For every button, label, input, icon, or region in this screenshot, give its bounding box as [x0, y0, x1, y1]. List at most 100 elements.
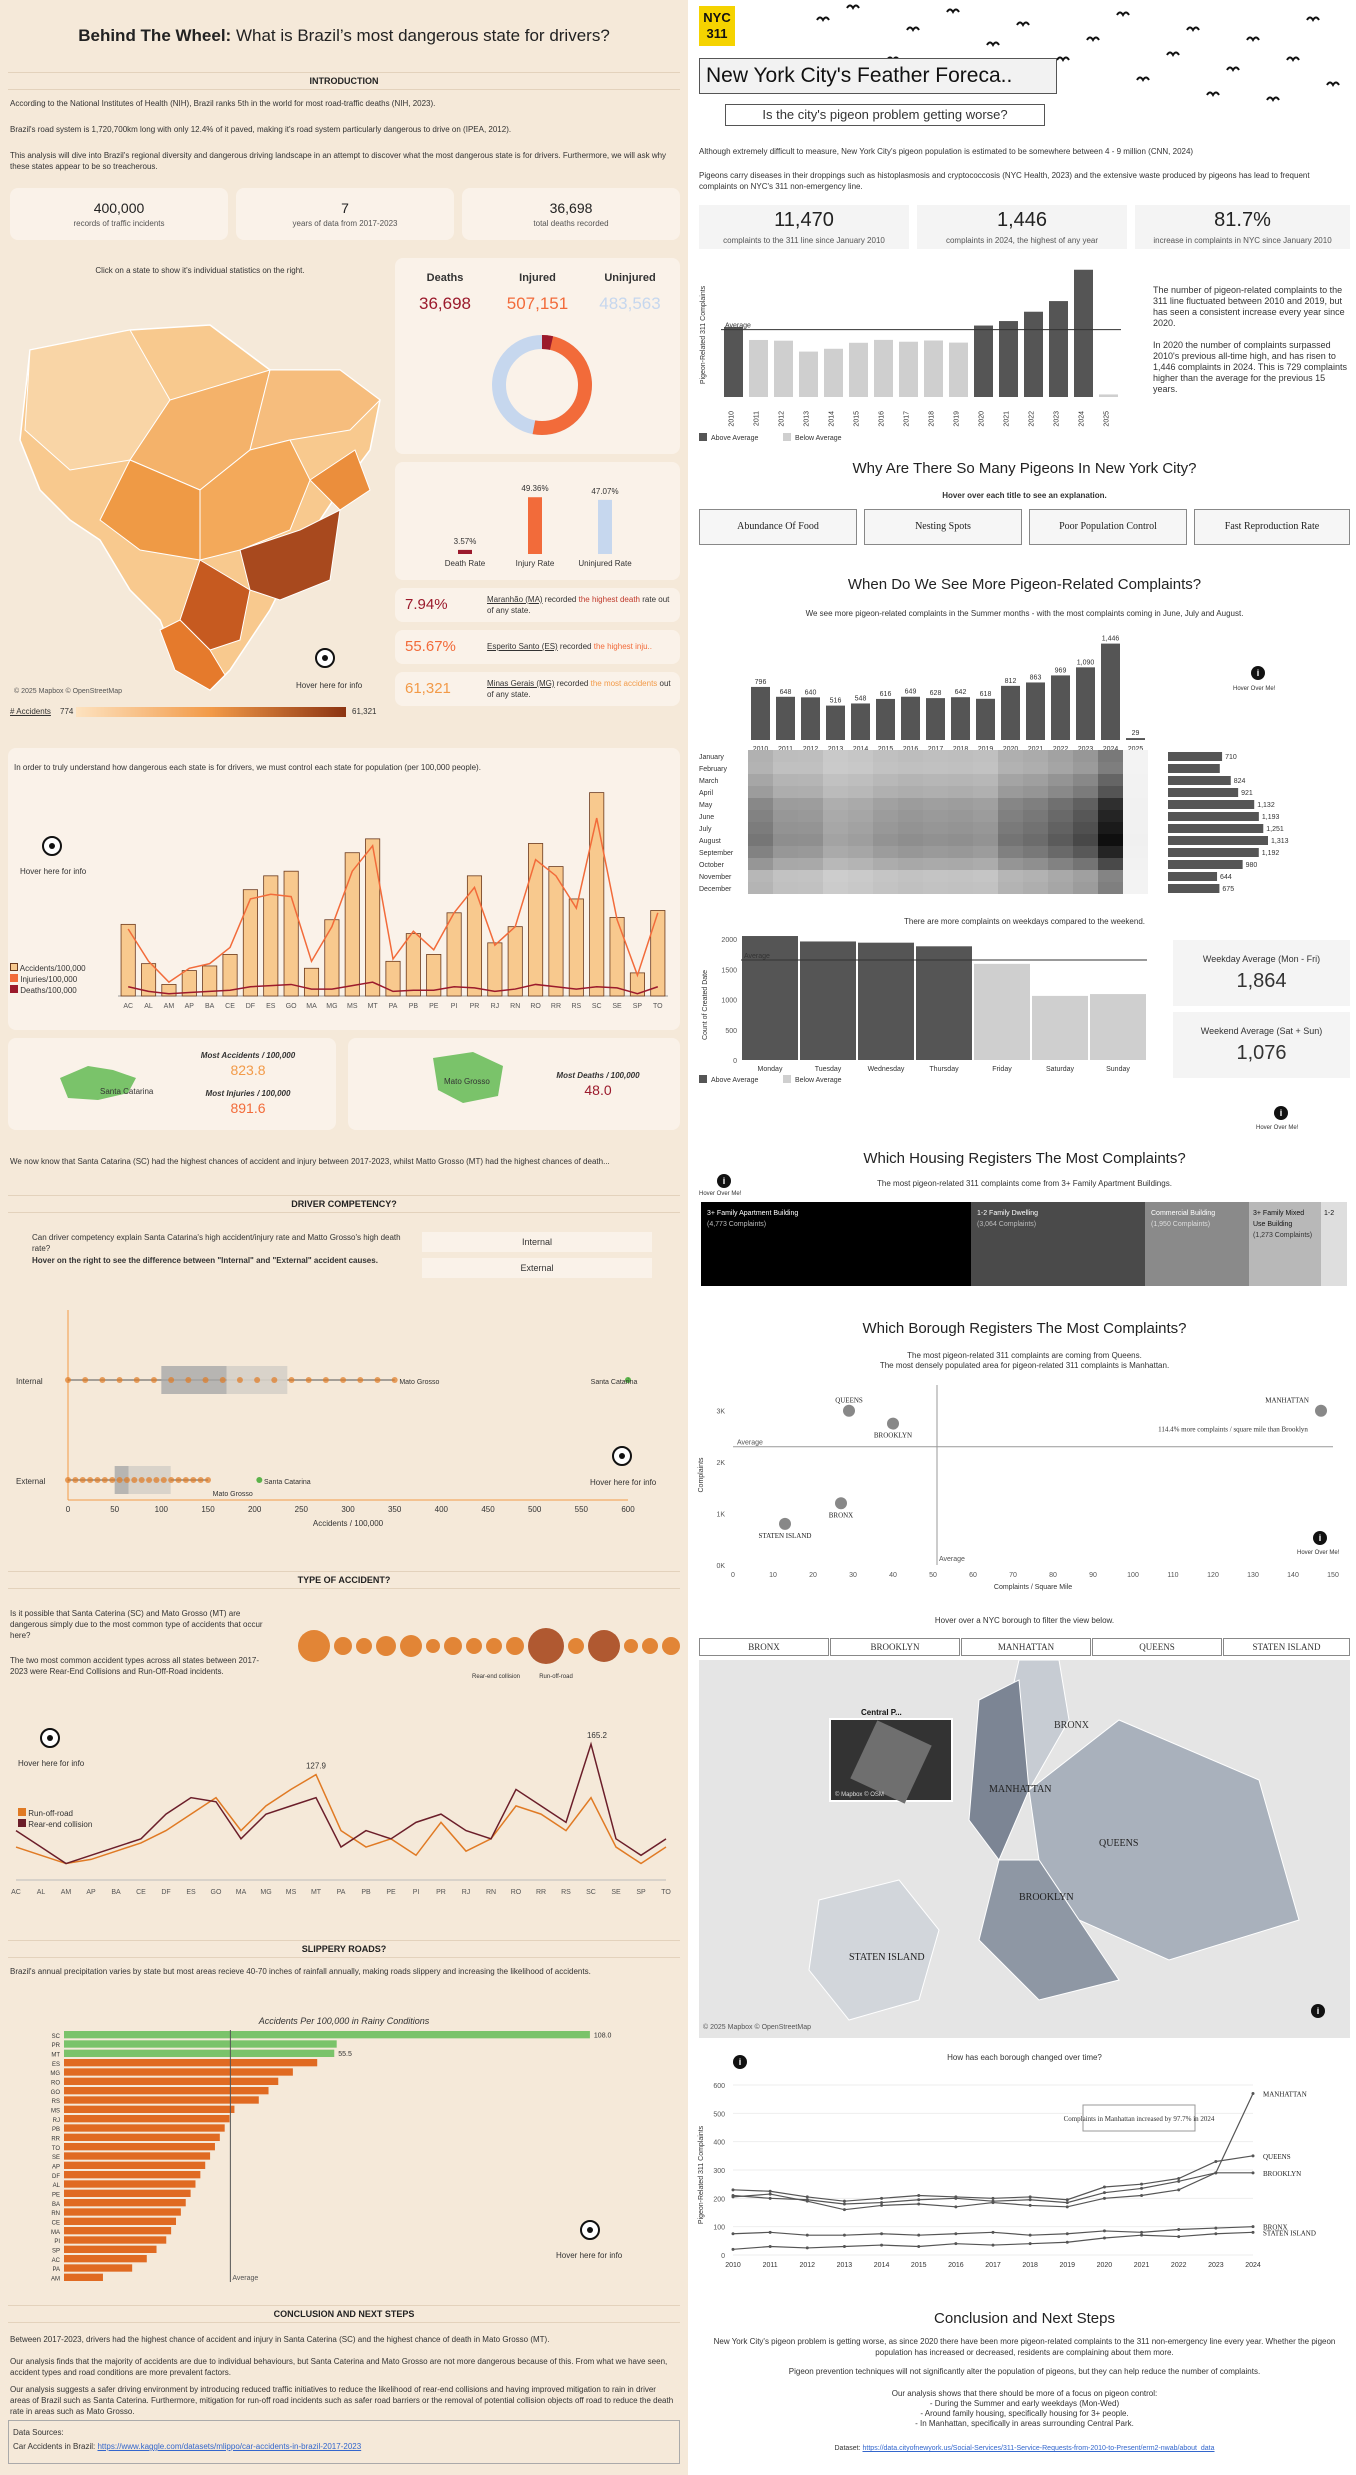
state-tick: DF — [246, 1003, 255, 1010]
state-tick: TO — [661, 1889, 671, 1896]
borough-change-line-chart: Pigeon-Related 311 Complaints 0 100 200 300 4… — [698, 2083, 1316, 2269]
yearly-bar — [999, 321, 1018, 397]
fact-state: Esperito Santo (ES) — [487, 642, 558, 651]
info-hover-icon[interactable] — [315, 648, 335, 668]
info-icon[interactable]: i — [733, 2055, 747, 2069]
state-tick: DF — [161, 1889, 170, 1896]
month-bar-label: 1,193 — [1262, 814, 1280, 821]
month-bar — [1168, 776, 1231, 785]
nyc-dashboard: NYC 311 New York City's Feather Foreca..… — [693, 0, 1356, 2475]
heatmap-cell — [823, 810, 848, 822]
housing-block[interactable]: 3+ Family Mixed Use Building (1,273 Compl… — [1249, 1202, 1321, 1286]
borough-button-staten-island[interactable]: STATEN ISLAND — [1223, 1638, 1350, 1656]
weekday-bar — [916, 946, 972, 1060]
map-state[interactable] — [159, 619, 226, 691]
borough-point — [1140, 2186, 1144, 2190]
month-label: June — [699, 814, 714, 821]
year-bar — [1051, 675, 1070, 740]
scatter-point-label: BRONX — [829, 1511, 854, 1519]
rates-chart: 3.57% Death Rate 49.36% Injury Rate 47.07% Un… — [445, 484, 632, 568]
tab-abundance-of-food[interactable]: Abundance Of Food — [699, 509, 857, 545]
brazil-map[interactable] — [10, 290, 390, 700]
legend-gradient — [76, 707, 346, 717]
info-hover-icon[interactable] — [40, 1728, 60, 1748]
borough-point — [805, 2246, 809, 2250]
map-borough-brooklyn[interactable] — [978, 1859, 1120, 2001]
borough-button-queens[interactable]: QUEENS — [1092, 1638, 1222, 1656]
accidents-bar — [283, 870, 299, 997]
info-icon[interactable]: i — [717, 1174, 731, 1188]
info-hover-icon[interactable] — [580, 2220, 600, 2240]
external-button[interactable]: External — [422, 1258, 652, 1278]
day-tick: Saturday — [1046, 1066, 1075, 1073]
sources-link[interactable]: https://www.kaggle.com/datasets/mlippo/c… — [97, 2442, 362, 2451]
tab-nesting-spots[interactable]: Nesting Spots — [864, 509, 1022, 545]
dataset-link[interactable]: https://data.cityofnewyork.us/Social-Ser… — [862, 2445, 1215, 2452]
borough-button-manhattan[interactable]: MANHATTAN — [961, 1638, 1091, 1656]
heatmap-cell — [948, 786, 973, 798]
year-bar-label: 863 — [1030, 674, 1042, 681]
year-bar — [851, 703, 870, 740]
scatter-point — [835, 1497, 847, 1510]
borough-point — [1251, 2092, 1255, 2095]
rain-bar — [64, 2208, 181, 2216]
info-icon[interactable]: i — [1311, 2004, 1325, 2018]
rain-state-label: RR — [51, 2137, 60, 2143]
borough-point — [1028, 2195, 1032, 2199]
info-icon[interactable]: i — [1251, 666, 1265, 680]
accidents-bar — [405, 933, 421, 997]
sc-card: Santa Catarina Most Accidents / 100,000 … — [8, 1038, 336, 1130]
housing-block[interactable]: 1-2 — [1321, 1202, 1347, 1286]
box-point — [131, 1477, 138, 1483]
tab-fast-reproduction-rate[interactable]: Fast Reproduction Rate — [1194, 509, 1350, 545]
borough-point — [1214, 2232, 1218, 2236]
month-bar-label: 1,192 — [1262, 850, 1280, 857]
borough-button-bronx[interactable]: BRONX — [699, 1638, 829, 1656]
heatmap-cell — [948, 774, 973, 786]
yearly-bar — [1099, 394, 1118, 397]
housing-block[interactable]: 3+ Family Apartment Building (4,773 Compl… — [701, 1202, 971, 1286]
month-bar-label: 1,132 — [1257, 802, 1275, 809]
heatmap-cell — [1123, 882, 1148, 894]
map-borough-manhattan[interactable] — [968, 1679, 1030, 1861]
map-state[interactable] — [199, 439, 311, 561]
borough-button-brooklyn[interactable]: BROOKLYN — [830, 1638, 960, 1656]
year-tick: 2017 — [928, 746, 944, 753]
yearly-bar — [1049, 301, 1068, 397]
kpi-label: years of data from 2017-2023 — [292, 219, 398, 228]
conclusion-p2: Our analysis finds that the majority of … — [10, 2357, 668, 2377]
intro-p2: Brazil's road system is 1,720,700km long… — [10, 125, 512, 134]
bubble — [642, 1638, 658, 1654]
rain-value-label: 108.0 — [594, 2032, 612, 2039]
borough-point — [1251, 2230, 1255, 2234]
rate-bar — [458, 549, 472, 554]
box-point — [79, 1477, 86, 1483]
map-state[interactable] — [309, 449, 371, 511]
info-icon[interactable]: i — [1274, 1106, 1288, 1120]
map-state[interactable] — [99, 459, 201, 561]
info-hover-icon[interactable] — [612, 1446, 632, 1466]
box-tick: 600 — [621, 1505, 635, 1514]
info-hover-icon[interactable] — [42, 836, 62, 856]
year-tick: 2018 — [929, 411, 936, 427]
info-icon[interactable]: i — [1313, 1531, 1327, 1545]
accidents-bar — [222, 953, 238, 997]
tab-poor-population-control[interactable]: Poor Population Control — [1029, 509, 1187, 545]
map-state[interactable] — [179, 559, 251, 651]
yearly-bar — [749, 339, 768, 397]
month-bar-label: 644 — [1220, 874, 1232, 881]
state-tick: MG — [260, 1889, 271, 1896]
change-xtick: 2019 — [1059, 2262, 1075, 2269]
bubble — [662, 1637, 680, 1655]
scatter-point-label: BROOKLYN — [874, 1432, 912, 1440]
internal-button[interactable]: Internal — [422, 1232, 652, 1252]
housing-block[interactable]: Commercial Building (1,950 Complaints) — [1145, 1202, 1249, 1286]
nyc-map[interactable]: BRONX MANHATTAN QUEENS BROOKLYN STATEN I… — [699, 1660, 1350, 2038]
day-tick: Sunday — [1106, 1066, 1130, 1073]
heatmap-cell — [998, 774, 1023, 786]
heatmap-cell — [998, 870, 1023, 882]
map-borough-staten-island[interactable] — [808, 1879, 940, 2021]
housing-block[interactable]: 1-2 Family Dwelling (3,064 Complaints) — [971, 1202, 1145, 1286]
weekend-card: Weekend Average (Sat + Sun) 1,076 — [1173, 1012, 1350, 1078]
heatmap-cell — [1048, 750, 1073, 762]
